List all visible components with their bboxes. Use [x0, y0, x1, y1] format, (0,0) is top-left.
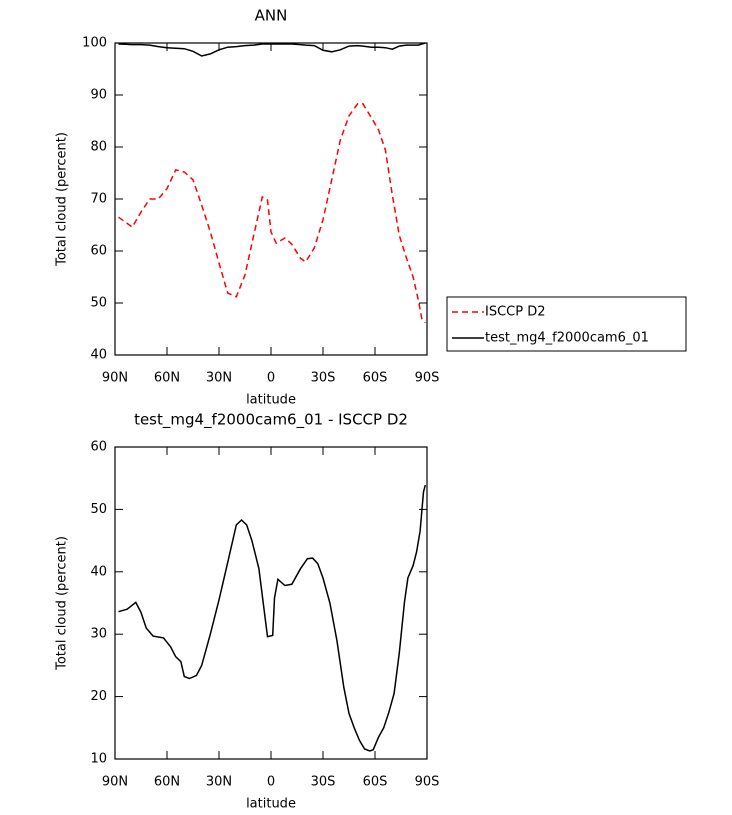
- y-tick-label: 70: [90, 192, 107, 207]
- x-tick-label: 30S: [311, 371, 336, 386]
- plot-frame: [114, 42, 428, 356]
- x-tick-label: 60N: [154, 371, 180, 386]
- y-tick-label: 50: [90, 296, 107, 311]
- x-axis-label: latitude: [246, 797, 296, 812]
- y-tick-label: 10: [90, 752, 107, 767]
- chart-title: test_mg4_f2000cam6_01 - ISCCP D2: [134, 411, 408, 430]
- x-tick-label: 60S: [363, 775, 388, 790]
- x-tick-label: 0: [267, 775, 275, 790]
- x-tick-label: 60S: [363, 371, 388, 386]
- legend-label: ISCCP D2: [485, 305, 546, 320]
- x-tick-label: 30N: [206, 775, 232, 790]
- y-tick-label: 60: [90, 244, 107, 259]
- chart-title: ANN: [255, 7, 288, 25]
- y-tick-label: 40: [90, 348, 107, 363]
- x-tick-label: 90S: [415, 775, 440, 790]
- x-tick-label: 90N: [102, 775, 128, 790]
- x-tick-label: 60N: [154, 775, 180, 790]
- x-tick-label: 90N: [102, 371, 128, 386]
- legend-label: test_mg4_f2000cam6_01: [485, 331, 649, 346]
- y-tick-label: 40: [90, 564, 107, 579]
- y-tick-label: 90: [90, 88, 107, 103]
- series-line: [118, 42, 426, 57]
- series-line: [118, 103, 426, 324]
- y-tick-label: 60: [90, 440, 107, 455]
- y-axis-label: Total cloud (percent): [55, 536, 70, 671]
- y-axis-label: Total cloud (percent): [55, 132, 70, 267]
- x-tick-label: 30S: [311, 775, 336, 790]
- series-line: [118, 484, 427, 752]
- y-tick-label: 100: [82, 36, 107, 51]
- x-tick-label: 0: [267, 371, 275, 386]
- y-tick-label: 20: [90, 689, 107, 704]
- x-axis-label: latitude: [246, 393, 296, 408]
- x-tick-label: 90S: [415, 371, 440, 386]
- plot-frame: [114, 446, 428, 760]
- legend-box: [446, 296, 687, 352]
- y-tick-label: 80: [90, 140, 107, 155]
- y-tick-label: 50: [90, 502, 107, 517]
- x-tick-label: 30N: [206, 371, 232, 386]
- y-tick-label: 30: [90, 627, 107, 642]
